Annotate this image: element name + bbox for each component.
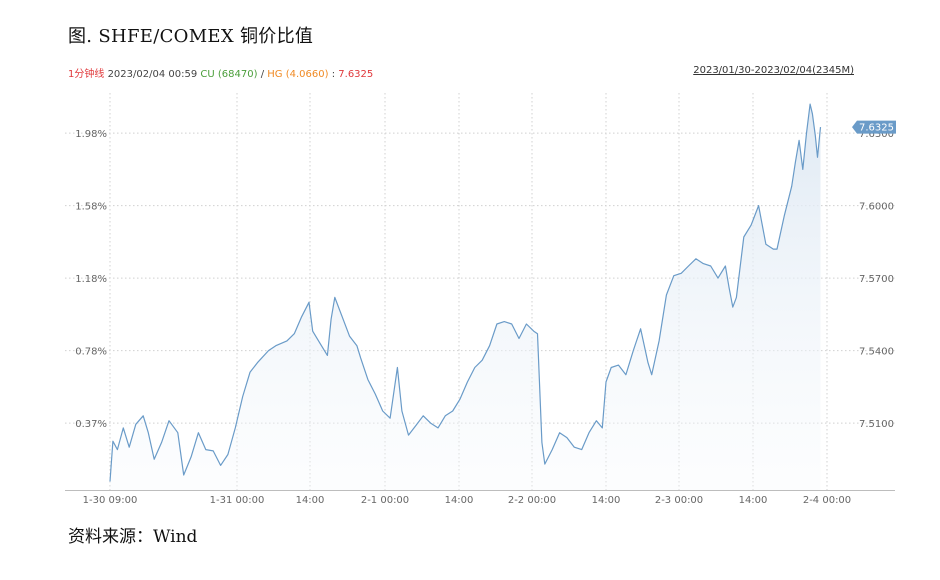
series-area-fill: [110, 104, 821, 490]
x-axis-tick-label: 14:00: [296, 495, 325, 506]
colon-separator: :: [331, 69, 336, 80]
axis-layer: 0.37% 0.78% 1.18% 1.58% 1.98% 7.5100 7.5400 7.5…: [75, 120, 896, 506]
x-axis-tick-label: 2-1 00:00: [361, 495, 409, 506]
last-value-badge: 7.6325: [852, 120, 896, 134]
left-axis-tick-label: 0.78%: [75, 347, 107, 358]
right-axis-tick-label: 7.6300: [859, 129, 894, 140]
source-note: 资料来源：Wind: [68, 527, 198, 547]
line-layer: [109, 103, 822, 482]
figure-title: 图. SHFE/COMEX 铜价比值: [68, 26, 314, 47]
cu-value: (68470): [217, 69, 258, 80]
grid-layer: [65, 93, 895, 491]
ratio-value: 7.6325: [338, 69, 374, 80]
hg-value: (4.0660): [285, 69, 329, 80]
x-axis-tick-label: 2-4 00:00: [803, 495, 851, 506]
hg-label: HG: [267, 69, 283, 80]
last-value-badge-bg: [852, 120, 896, 134]
x-axis-tick-label: 14:00: [592, 495, 621, 506]
cu-label: CU: [200, 69, 215, 80]
x-axis-tick-label: 1-30 09:00: [83, 495, 138, 506]
left-axis-tick-label: 1.98%: [75, 129, 107, 140]
chart-info-bar: 1分钟线 2023/02/04 00:59 CU (68470) / HG (4…: [68, 65, 373, 80]
slash-separator: /: [260, 69, 265, 80]
datetime-label: 2023/02/04 00:59: [107, 69, 198, 80]
date-range-link[interactable]: 2023/01/30-2023/02/04(2345M): [693, 65, 854, 76]
right-axis-tick-label: 7.6000: [859, 202, 894, 213]
x-axis-tick-label: 1-31 00:00: [210, 495, 265, 506]
last-value-badge-label: 7.6325: [859, 123, 894, 134]
x-axis-tick-label: 2-3 00:00: [655, 495, 703, 506]
x-axis-tick-label: 14:00: [445, 495, 474, 506]
area-layer: [110, 104, 821, 490]
left-axis-tick-label: 0.37%: [75, 419, 107, 430]
left-axis-tick-label: 1.58%: [75, 202, 107, 213]
right-axis-tick-label: 7.5400: [859, 347, 894, 358]
left-axis-tick-label: 1.18%: [75, 274, 107, 285]
right-axis-tick-label: 7.5700: [859, 274, 894, 285]
series-line: [109, 103, 822, 482]
right-axis-tick-label: 7.5100: [859, 419, 894, 430]
period-label: 1分钟线: [68, 69, 105, 80]
x-axis-tick-label: 2-2 00:00: [508, 495, 556, 506]
x-axis-tick-label: 14:00: [739, 495, 768, 506]
